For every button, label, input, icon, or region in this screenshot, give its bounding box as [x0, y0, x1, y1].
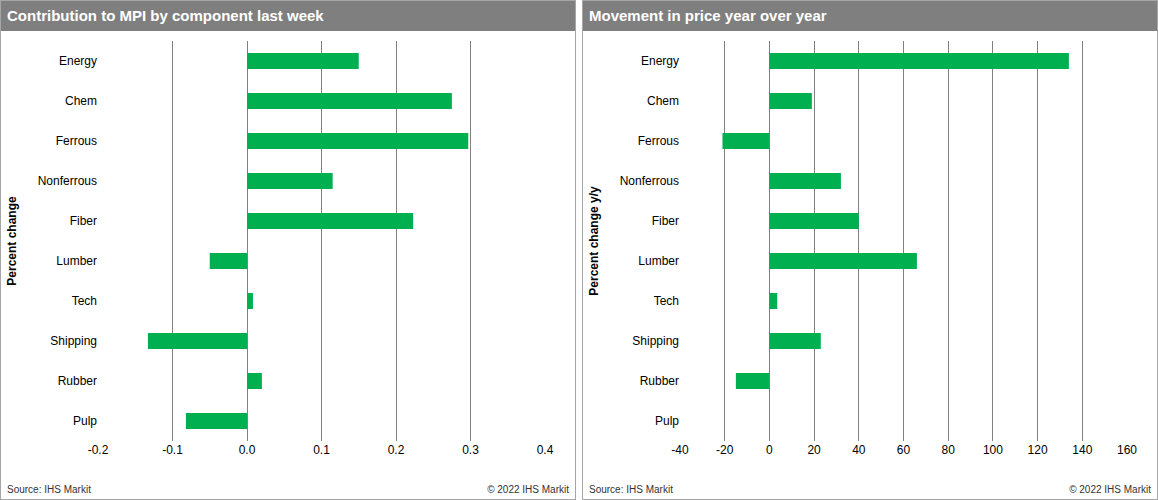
svg-text:0.3: 0.3	[462, 443, 479, 457]
html-text:Movement in price year over ye: Movement in price year over year	[589, 7, 827, 24]
html-text:© 2022 IHS Markit: © 2022 IHS Markit	[487, 484, 569, 495]
svg-text:Rubber: Rubber	[58, 374, 97, 388]
svg-text:Chem: Chem	[65, 94, 97, 108]
svg-text:-20: -20	[716, 443, 734, 457]
svg-text:20: 20	[807, 443, 821, 457]
svg-text:0: 0	[766, 443, 773, 457]
svg-text:40: 40	[852, 443, 866, 457]
svg-text:Lumber: Lumber	[638, 254, 679, 268]
svg-text:Nonferrous: Nonferrous	[620, 174, 679, 188]
svg-text:Fiber: Fiber	[652, 214, 679, 228]
svg-text:Energy: Energy	[641, 54, 679, 68]
svg-text:Shipping: Shipping	[50, 334, 97, 348]
html-text:© 2022 IHS Markit: © 2022 IHS Markit	[1069, 484, 1151, 495]
svg-text:Tech: Tech	[72, 294, 97, 308]
svg-text:Ferrous: Ferrous	[638, 134, 679, 148]
svg-text:0.4: 0.4	[537, 443, 554, 457]
svg-text:160: 160	[1117, 443, 1137, 457]
svg-text:Energy: Energy	[59, 54, 97, 68]
svg-text:Percent change y/y: Percent change y/y	[587, 186, 601, 296]
svg-text:Tech: Tech	[654, 294, 679, 308]
svg-text:0.1: 0.1	[313, 443, 330, 457]
svg-text:-0.1: -0.1	[162, 443, 183, 457]
svg-text:Nonferrous: Nonferrous	[38, 174, 97, 188]
svg-text:Shipping: Shipping	[632, 334, 679, 348]
html-text:Contribution to MPI by compone: Contribution to MPI by component last we…	[7, 7, 324, 24]
svg-text:60: 60	[897, 443, 911, 457]
svg-text:Chem: Chem	[647, 94, 679, 108]
svg-text:-0.2: -0.2	[88, 443, 109, 457]
svg-text:-40: -40	[671, 443, 689, 457]
svg-text:Ferrous: Ferrous	[56, 134, 97, 148]
svg-text:Rubber: Rubber	[640, 374, 679, 388]
svg-text:Fiber: Fiber	[70, 214, 97, 228]
svg-text:Pulp: Pulp	[655, 414, 679, 428]
svg-text:100: 100	[983, 443, 1003, 457]
svg-text:140: 140	[1072, 443, 1092, 457]
svg-text:Lumber: Lumber	[56, 254, 97, 268]
svg-text:120: 120	[1028, 443, 1048, 457]
html-text:Source: IHS Markit: Source: IHS Markit	[7, 484, 91, 495]
svg-text:Pulp: Pulp	[73, 414, 97, 428]
html-text:Source: IHS Markit: Source: IHS Markit	[589, 484, 673, 495]
svg-text:0.0: 0.0	[239, 443, 256, 457]
svg-text:80: 80	[942, 443, 956, 457]
svg-text:Percent change: Percent change	[5, 196, 19, 286]
svg-text:0.2: 0.2	[388, 443, 405, 457]
